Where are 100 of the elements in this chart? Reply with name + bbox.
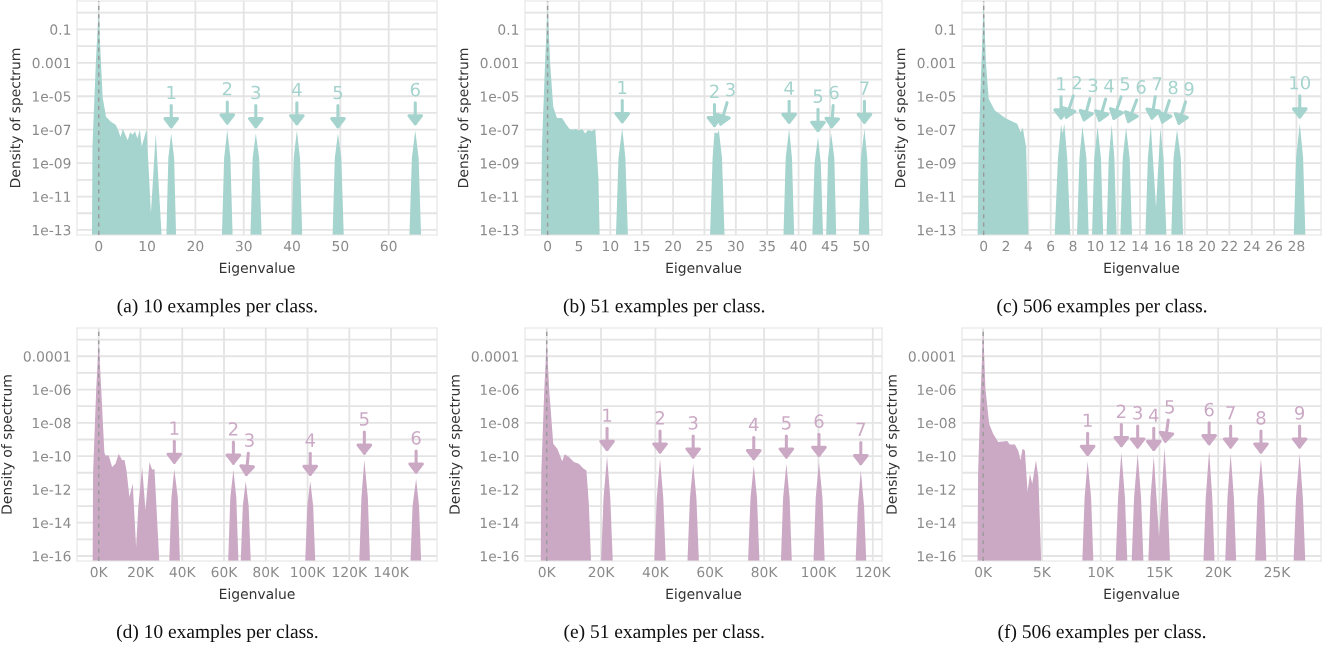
y-tick-label: 1e-14 <box>480 517 519 529</box>
x-tick-label: 30 <box>728 240 744 252</box>
y-tick-label: 0.001 <box>480 57 519 69</box>
y-tick-label: 1e-08 <box>480 417 519 429</box>
y-tick-label: 1e-16 <box>917 550 956 562</box>
y-tick-label: 0.001 <box>917 57 956 69</box>
x-tick-label: 30 <box>235 240 252 252</box>
x-tick-label: 0K <box>975 566 993 578</box>
x-axis-title: Eigenvalue <box>219 588 295 602</box>
x-tick-label: 0K <box>538 566 556 578</box>
x-tick-label: 28 <box>1288 240 1305 252</box>
annotation: 5 <box>359 412 369 426</box>
annotation: 4 <box>292 82 302 97</box>
x-tick-label: 50 <box>332 240 349 252</box>
annotation: 3 <box>251 85 261 100</box>
text: (d) 10 examples per class. <box>117 624 318 643</box>
x-tick-label: 5K <box>1034 566 1052 578</box>
annotation: 2 <box>655 411 664 425</box>
x-tick-label: 20 <box>187 240 204 252</box>
annotation: 2 <box>710 84 719 98</box>
text: (c) 506 examples per class. <box>997 298 1207 317</box>
y-tick-label: 1e-12 <box>32 484 71 495</box>
annotation: 6 <box>410 82 420 97</box>
x-tick-label: 10 <box>603 240 619 252</box>
x-tick-label: 20 <box>665 240 681 252</box>
y-axis-title: Density of spectrum <box>1 375 15 514</box>
annotation: 3 <box>726 82 735 97</box>
text: (b) 51 examples per class. <box>563 298 765 317</box>
y-tick-label: 1e-16 <box>32 550 71 562</box>
y-tick-label: 1e-13 <box>917 224 956 236</box>
y-tick-label: 1e-10 <box>32 451 71 462</box>
x-tick-label: 20K <box>1205 566 1232 578</box>
x-tick-label: 20K <box>128 566 155 578</box>
annotation: 5 <box>1165 400 1174 414</box>
x-tick-label: 60K <box>697 566 724 578</box>
y-tick-label: 1e-13 <box>480 224 519 236</box>
x-tick-label: 100K <box>802 566 837 578</box>
x-axis-title: Eigenvalue <box>666 588 742 602</box>
x-tick-label: 60 <box>380 240 397 252</box>
x-tick-label: 10K <box>1088 566 1115 578</box>
annotation: 6 <box>411 431 421 445</box>
annotation: 3 <box>1133 405 1142 420</box>
x-tick-label: 120K <box>333 566 368 578</box>
x-tick-label: 20 <box>1199 240 1215 252</box>
x-tick-label: 40 <box>283 240 300 252</box>
annotation: 6 <box>1136 80 1146 94</box>
annotation: 9 <box>1295 405 1305 420</box>
annotation: 5 <box>333 85 343 100</box>
x-tick-label: 25K <box>1264 566 1291 578</box>
y-axis-title: Density of spectrum <box>886 375 900 514</box>
annotation: 1 <box>167 85 176 100</box>
annotation: 4 <box>1148 408 1159 422</box>
y-tick-label: 1e-06 <box>32 384 71 396</box>
y-tick-label: 0.0001 <box>471 351 519 362</box>
x-tick-label: 14 <box>1132 240 1149 252</box>
y-tick-label: 1e-14 <box>32 517 71 529</box>
y-tick-label: 1e-13 <box>32 224 71 236</box>
y-tick-label: 1e-16 <box>480 550 519 562</box>
annotation: 7 <box>1152 77 1162 91</box>
annotation: 2 <box>1116 404 1126 418</box>
y-tick-label: 1e-09 <box>32 158 71 169</box>
annotation: 2 <box>222 81 232 96</box>
annotation: 10 <box>1290 75 1311 90</box>
x-tick-label: 6 <box>1047 240 1055 252</box>
x-tick-label: 60K <box>211 566 238 578</box>
annotation: 3 <box>245 433 254 447</box>
y-tick-label: 1e-06 <box>917 384 956 396</box>
annotation: 7 <box>1226 406 1235 420</box>
y-tick-label: 0.1 <box>50 24 71 35</box>
y-tick-label: 1e-05 <box>32 91 71 102</box>
x-tick-label: 40K <box>642 566 670 578</box>
annotation: 8 <box>1256 411 1266 425</box>
annotation: 4 <box>748 417 759 432</box>
annotation: 1 <box>170 421 179 435</box>
annotation: 5 <box>782 416 791 430</box>
y-tick-label: 0.0001 <box>908 351 956 362</box>
x-tick-label: 45 <box>821 240 838 252</box>
x-tick-label: 120K <box>856 566 891 578</box>
y-tick-label: 1e-07 <box>32 124 71 136</box>
x-tick-label: 40K <box>169 566 196 578</box>
y-tick-label: 0.1 <box>498 24 519 35</box>
x-tick-label: 5 <box>575 240 583 252</box>
y-axis-title: Density of spectrum <box>449 375 463 514</box>
text: (f) 506 examples per class. <box>998 624 1206 643</box>
y-tick-label: 1e-10 <box>480 451 519 462</box>
x-tick-label: 40 <box>790 240 807 252</box>
annotation: 7 <box>856 422 866 437</box>
x-tick-label: 15K <box>1147 566 1174 578</box>
y-tick-label: 1e-06 <box>480 384 519 396</box>
annotation: 6 <box>814 414 824 429</box>
annotation: 4 <box>1104 79 1114 93</box>
annotation: 7 <box>860 81 869 95</box>
annotation: 5 <box>1120 77 1130 91</box>
text: (e) 51 examples per class. <box>564 624 764 643</box>
x-tick-label: 25 <box>696 240 713 252</box>
annotation: 6 <box>829 85 839 100</box>
x-axis-title: Eigenvalue <box>666 262 742 276</box>
annotation: 6 <box>1204 402 1214 417</box>
y-axis-title: Density of spectrum <box>894 48 909 188</box>
x-tick-label: 0K <box>90 566 108 578</box>
